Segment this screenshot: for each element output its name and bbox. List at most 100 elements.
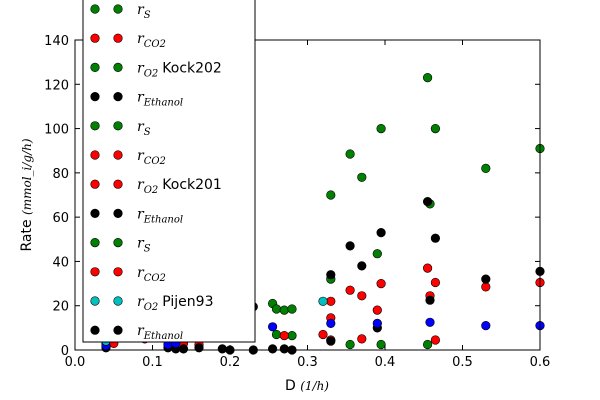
legend-marker	[90, 150, 100, 160]
legend-label: rS	[137, 2, 151, 21]
data-point-s1-13	[430, 335, 441, 345]
data-point-s2-10	[423, 197, 433, 207]
y-axis-label: Rate (mmol_i/g/h)	[19, 138, 35, 251]
data-point-s1-9	[376, 279, 386, 289]
data-point-s1-0	[279, 331, 289, 341]
data-point-s0-3	[287, 304, 297, 314]
legend-label: rCO2	[137, 265, 166, 284]
data-point-s2-19	[178, 344, 189, 354]
legend-marker	[113, 267, 123, 277]
data-point-s1-5	[345, 285, 355, 295]
data-point-s3-0	[268, 322, 278, 332]
data-point-s0-16	[287, 331, 297, 341]
legend-marker	[113, 62, 123, 73]
data-point-s0-2	[279, 305, 289, 315]
legend-marker	[90, 267, 100, 277]
data-point-s2-1	[268, 344, 278, 354]
y-tick-label: 40	[52, 255, 69, 270]
legend-marker	[113, 325, 123, 335]
y-tick-label: 60	[52, 211, 69, 226]
data-point-s1-6	[357, 291, 367, 301]
data-point-s0-1	[271, 304, 282, 314]
legend-marker	[113, 4, 123, 14]
data-point-s1-10	[423, 263, 433, 273]
y-tick-label: 0	[61, 344, 69, 359]
data-points	[101, 72, 545, 355]
x-axis-label: D (1/h)	[285, 378, 329, 394]
y-tick-label: 80	[52, 167, 69, 182]
legend-marker	[113, 208, 123, 218]
legend-label: rO2 Pijen93	[137, 294, 213, 313]
legend-label: rO2 Kock201	[137, 177, 222, 196]
x-tick-label: 0.0	[65, 355, 86, 370]
legend-marker	[113, 33, 123, 43]
data-point-s1-1	[318, 329, 328, 340]
data-point-s0-6	[345, 149, 355, 159]
data-point-s2-4	[326, 270, 336, 280]
legend-label: rEthanol	[137, 206, 183, 225]
data-point-s2-2	[279, 344, 289, 354]
legend-marker	[113, 150, 123, 160]
data-point-s2-13	[481, 274, 491, 284]
legend-marker	[113, 179, 123, 189]
legend-marker	[90, 121, 100, 131]
legend-label: rS	[137, 236, 151, 255]
data-point-s2-9	[376, 228, 386, 238]
data-point-s2-5	[326, 336, 336, 346]
legend-marker	[90, 91, 100, 102]
data-point-s1-14	[481, 282, 491, 292]
x-tick-label: 0.4	[375, 355, 396, 370]
legend-label: rCO2	[137, 31, 166, 50]
data-point-s1-8	[372, 305, 382, 315]
data-point-s0-7	[357, 172, 367, 182]
data-point-s0-8	[372, 249, 382, 259]
y-tick-label: 100	[44, 123, 69, 138]
data-point-s0-13	[481, 163, 491, 173]
legend-marker	[90, 296, 100, 306]
y-tick-label: 20	[52, 300, 69, 315]
data-point-s1-12	[430, 277, 441, 288]
legend-label: rEthanol	[137, 323, 183, 342]
legend: rS rCO2 rO2 Kock202 rEthanol rS rCO2 rO2 Kock201…	[82, 0, 256, 343]
x-tick-label: 0.6	[530, 355, 551, 370]
legend-label: rS	[137, 119, 151, 138]
legend-marker	[113, 121, 123, 131]
data-point-s0-9	[376, 124, 386, 134]
data-point-s4-0	[318, 296, 328, 306]
data-point-s3-3	[425, 317, 435, 327]
legend-marker	[113, 238, 123, 248]
x-axis: 0.0 0.1 0.2 0.3 0.4 0.5 0.6	[65, 40, 551, 370]
data-point-s1-7	[357, 334, 367, 344]
y-tick-label: 120	[44, 78, 69, 93]
data-point-s2-6	[345, 241, 355, 251]
data-point-s3-2	[372, 318, 382, 329]
x-tick-label: 0.3	[297, 355, 318, 370]
data-point-s0-12	[430, 124, 441, 134]
data-point-s2-17	[217, 344, 227, 354]
data-point-s1-3	[326, 296, 336, 306]
legend-marker	[90, 33, 100, 43]
legend-marker	[90, 208, 100, 218]
legend-box	[82, 0, 256, 343]
data-point-s2-12	[430, 233, 441, 243]
y-axis: 0 20 40 60 80 100 120 140	[44, 34, 540, 359]
x-tick-label: 0.2	[220, 355, 241, 370]
legend-marker	[90, 4, 100, 14]
legend-marker	[90, 179, 100, 189]
x-tick-label: 0.5	[452, 355, 473, 370]
data-point-s0-18	[376, 339, 386, 350]
data-point-s2-21	[194, 343, 204, 353]
legend-marker	[90, 325, 100, 335]
legend-marker	[113, 91, 123, 102]
legend-marker	[90, 62, 100, 73]
data-point-s0-10	[423, 72, 433, 83]
data-point-s2-7	[357, 261, 367, 271]
x-tick-label: 0.1	[142, 355, 163, 370]
data-point-s2-11	[425, 295, 435, 305]
y-tick-label: 140	[44, 34, 69, 49]
data-point-s0-5	[326, 190, 336, 200]
legend-label: rEthanol	[137, 90, 183, 109]
legend-label: rO2 Kock202	[137, 60, 222, 79]
data-point-s0-17	[345, 339, 355, 350]
